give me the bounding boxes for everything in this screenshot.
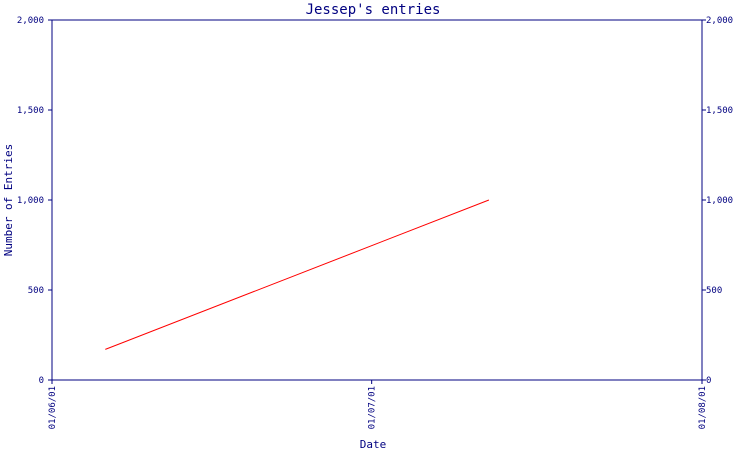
x-axis-label: Date (360, 438, 387, 450)
y-ticks-right: 0 500 1,000 1,500 2,000 (702, 16, 733, 386)
y-tick-label-left: 1,500 (17, 106, 44, 116)
y-tick-label-right: 0 (706, 376, 711, 386)
y-tick-label-right: 2,000 (706, 16, 733, 26)
series-line (105, 199, 490, 350)
x-tick-label: 01/07/01 (368, 386, 378, 429)
x-ticks: 01/06/01 01/07/01 01/08/01 (48, 380, 708, 429)
x-tick-label: 01/06/01 (48, 386, 58, 429)
y-tick-label-right: 1,500 (706, 106, 733, 116)
x-tick-label: 01/08/01 (698, 386, 708, 429)
y-ticks-left: 0 500 1,000 1,500 2,000 (17, 16, 52, 386)
chart-title: Jessep's entries (306, 2, 441, 18)
series-group (105, 199, 490, 350)
y-tick-label-right: 500 (706, 286, 722, 296)
y-tick-label-left: 2,000 (17, 16, 44, 26)
y-tick-label-left: 1,000 (17, 196, 44, 206)
y-tick-label-left: 500 (28, 286, 44, 296)
y-axis-label: Number of Entries (2, 144, 15, 257)
y-tick-label-right: 1,000 (706, 196, 733, 206)
y-tick-label-left: 0 (39, 376, 44, 386)
